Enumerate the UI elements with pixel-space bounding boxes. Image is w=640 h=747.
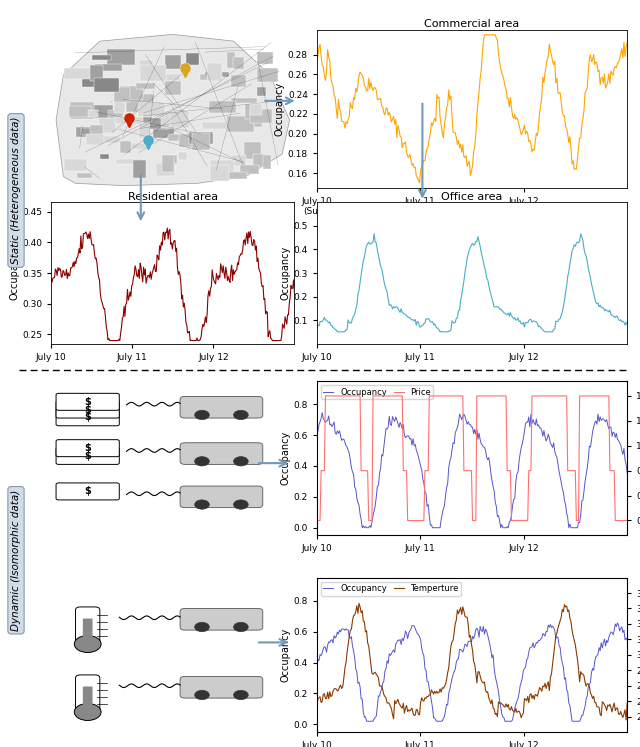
FancyBboxPatch shape	[56, 483, 119, 500]
Temperture	[575, 664, 582, 673]
Circle shape	[74, 704, 101, 720]
Occupancy	[588, 668, 595, 677]
Occupancy	[614, 619, 621, 627]
Occupancy	[363, 717, 371, 726]
Price	[322, 391, 330, 400]
Circle shape	[234, 500, 248, 509]
Text: Static (Heterogeneous data): Static (Heterogeneous data)	[11, 117, 21, 264]
Text: $: $	[84, 397, 91, 407]
Occupancy	[358, 523, 366, 532]
Text: $: $	[84, 405, 91, 415]
FancyBboxPatch shape	[56, 440, 119, 456]
Price	[597, 391, 605, 400]
Price	[580, 391, 588, 400]
Text: $: $	[84, 412, 91, 422]
Occupancy	[318, 408, 326, 417]
Line: Price: Price	[317, 396, 627, 521]
Circle shape	[74, 636, 101, 652]
Circle shape	[195, 500, 209, 509]
Y-axis label: Occupancy: Occupancy	[280, 627, 291, 682]
Legend: Occupancy, Temperture: Occupancy, Temperture	[321, 582, 461, 596]
Price	[575, 516, 582, 525]
FancyBboxPatch shape	[76, 675, 100, 715]
Circle shape	[195, 690, 209, 700]
Temperture	[340, 674, 348, 683]
Occupancy	[575, 717, 582, 726]
Occupancy	[623, 636, 631, 645]
Temperture	[597, 711, 605, 720]
Occupancy	[597, 639, 605, 648]
Occupancy	[589, 427, 596, 436]
Occupancy	[471, 630, 479, 639]
Y-axis label: Occupancy: Occupancy	[9, 246, 19, 300]
Legend: Occupancy, Price: Occupancy, Price	[321, 385, 433, 399]
Occupancy	[313, 665, 321, 674]
Temperture	[623, 699, 631, 708]
Price	[588, 391, 595, 400]
Price	[341, 391, 349, 400]
Circle shape	[195, 410, 209, 420]
Text: $: $	[84, 486, 91, 497]
FancyBboxPatch shape	[56, 401, 119, 418]
FancyBboxPatch shape	[180, 397, 263, 418]
Occupancy	[623, 468, 631, 477]
Price	[623, 516, 631, 525]
Occupancy	[472, 430, 479, 438]
Temperture	[588, 690, 595, 699]
Y-axis label: Occupancy: Occupancy	[280, 246, 291, 300]
Circle shape	[234, 410, 248, 420]
Occupancy	[576, 518, 584, 527]
FancyBboxPatch shape	[56, 447, 119, 465]
Line: Temperture: Temperture	[317, 604, 627, 720]
Title: Residential area: Residential area	[128, 192, 218, 202]
Occupancy	[341, 438, 349, 447]
Occupancy	[340, 624, 348, 633]
Temperture	[580, 671, 588, 680]
Y-axis label: Occupancy: Occupancy	[280, 431, 291, 486]
Title: Office area: Office area	[442, 192, 502, 202]
Price	[313, 516, 321, 525]
FancyBboxPatch shape	[180, 443, 263, 465]
Text: $: $	[84, 451, 91, 461]
Temperture	[313, 701, 321, 710]
FancyBboxPatch shape	[180, 677, 263, 698]
Occupancy	[598, 415, 606, 424]
Line: Occupancy: Occupancy	[317, 623, 627, 722]
FancyBboxPatch shape	[76, 607, 100, 647]
FancyBboxPatch shape	[180, 609, 263, 630]
Temperture	[622, 716, 630, 725]
Occupancy	[313, 432, 321, 441]
Price	[471, 516, 479, 525]
FancyBboxPatch shape	[180, 486, 263, 508]
FancyBboxPatch shape	[56, 409, 119, 426]
Text: Dynamic (Isomorphic data): Dynamic (Isomorphic data)	[11, 489, 21, 631]
Temperture	[471, 660, 479, 669]
Circle shape	[195, 622, 209, 632]
Temperture	[355, 599, 363, 608]
Y-axis label: Occupancy: Occupancy	[275, 81, 285, 136]
Circle shape	[195, 456, 209, 466]
Title: Commercial area: Commercial area	[424, 19, 520, 29]
FancyBboxPatch shape	[56, 394, 119, 410]
Occupancy	[580, 706, 588, 715]
Circle shape	[234, 690, 248, 700]
Text: $: $	[84, 443, 91, 453]
Occupancy	[581, 477, 589, 486]
Line: Occupancy: Occupancy	[317, 412, 627, 527]
FancyBboxPatch shape	[83, 619, 93, 643]
Circle shape	[234, 622, 248, 632]
Polygon shape	[56, 34, 289, 185]
FancyBboxPatch shape	[83, 686, 93, 711]
Circle shape	[234, 456, 248, 466]
